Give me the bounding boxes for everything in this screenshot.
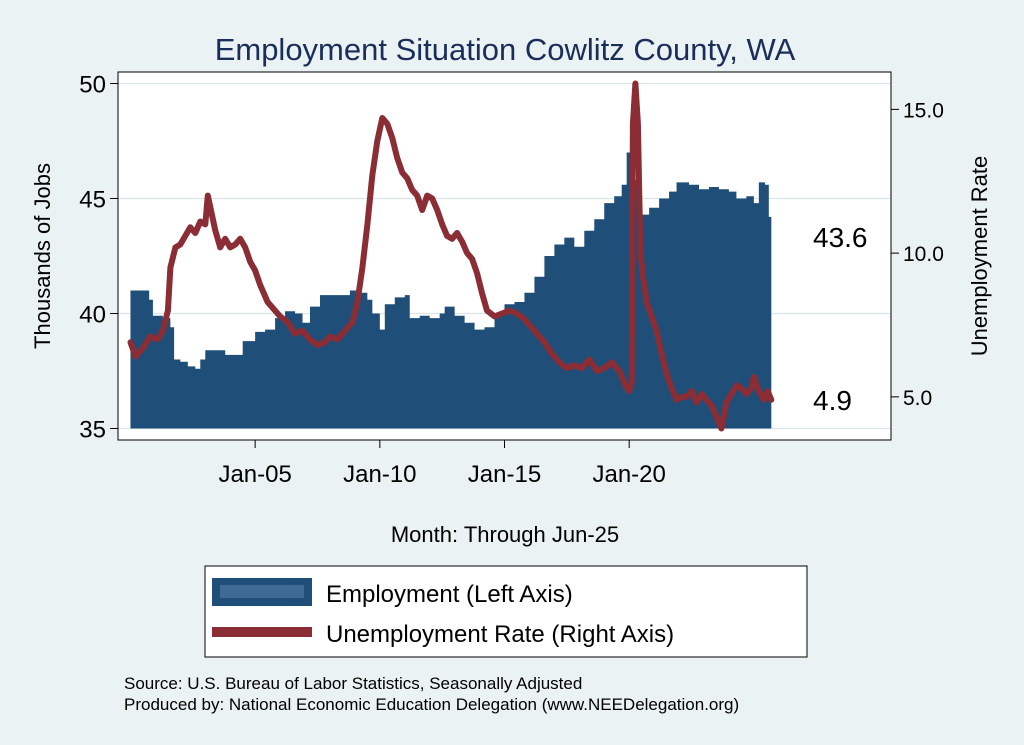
unemployment-end-label: 4.9 [813, 385, 852, 416]
y-axis-right-title: Unemployment Rate [967, 156, 992, 357]
unemployment-line [127, 80, 775, 432]
employment-end-label: 43.6 [813, 222, 868, 253]
legend-employment-swatch-highlight [220, 585, 304, 598]
y-right-tick-label: 5.0 [903, 387, 932, 410]
chart-title: Employment Situation Cowlitz County, WA [215, 32, 796, 67]
legend: Employment (Left Axis) Unemployment Rate… [204, 565, 808, 658]
source-line-2: Produced by: National Economic Education… [124, 695, 739, 714]
line-layer [127, 80, 775, 432]
y-right-tick-label: 15.0 [903, 99, 944, 122]
y-left-tick-label: 50 [79, 72, 106, 99]
y-left-tick-label: 40 [79, 302, 106, 329]
legend-unemployment-label: Unemployment Rate (Right Axis) [326, 621, 674, 648]
y-axis-left-title: Thousands of Jobs [30, 163, 55, 349]
axis-layer: 35 40 45 50 5.0 10.0 15.0 Jan-05 Jan-10 Jan-15 Jan… [79, 72, 944, 489]
x-tick-label: Jan-05 [218, 461, 291, 488]
x-tick-label: Jan-15 [468, 461, 541, 488]
x-tick-label: Jan-20 [592, 461, 665, 488]
y-left-tick-label: 45 [79, 187, 106, 214]
legend-employment-label: Employment (Left Axis) [326, 581, 573, 608]
x-tick-label: Jan-10 [343, 461, 416, 488]
legend-unemployment-swatch [212, 627, 312, 637]
y-left-tick-label: 35 [79, 417, 106, 444]
x-axis-title: Month: Through Jun-25 [391, 522, 619, 547]
y-right-tick-label: 10.0 [903, 243, 944, 266]
source-line-1: Source: U.S. Bureau of Labor Statistics,… [124, 674, 582, 693]
